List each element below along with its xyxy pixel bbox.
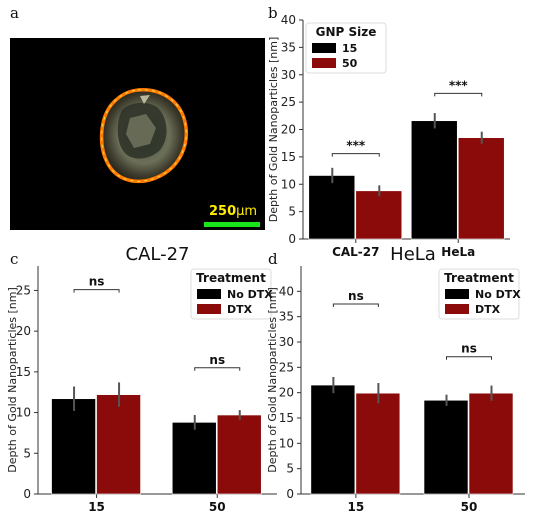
b-legend-label: 50 — [342, 57, 358, 70]
b-y-tick-label: 30 — [281, 68, 296, 82]
d-significance-bracket — [446, 356, 492, 360]
c-x-tick-label: 15 — [88, 500, 105, 514]
b-bar-15 — [308, 175, 356, 240]
b-y-axis-label: Depth of Gold Nanoparticles [nm] — [267, 37, 280, 223]
c-bar-dtx — [96, 394, 141, 495]
panel-letter-a: a — [10, 4, 19, 22]
micrograph-image: 250µm — [10, 38, 265, 230]
d-bar-dtx — [355, 392, 401, 495]
c-y-axis-label: Depth of Gold Nanoparticles [nm] — [6, 287, 19, 473]
c-significance-bracket — [73, 289, 120, 293]
scale-value: 250 — [209, 204, 237, 219]
b-legend-swatch — [312, 43, 336, 53]
scale-label: 250µm — [209, 204, 257, 219]
d-legend-title: Treatment — [444, 271, 514, 285]
b-legend-title: GNP Size — [316, 25, 377, 39]
c-y-tick-label: 0 — [23, 487, 31, 501]
c-bar-no-dtx — [171, 422, 217, 495]
d-legend-label: No DTX — [475, 288, 521, 301]
b-significance-bracket — [331, 153, 380, 157]
c-y-tick-label: 15 — [16, 365, 31, 379]
d-significance-label: ns — [461, 342, 477, 356]
c-y-tick-label: 10 — [16, 406, 31, 420]
d-y-tick-label: 0 — [286, 487, 294, 501]
d-y-tick-label: 10 — [279, 436, 294, 450]
c-legend-label: No DTX — [227, 288, 273, 301]
b-x-tick-label: CAL-27 — [332, 245, 379, 259]
cell-spheroid-image — [99, 88, 188, 184]
c-x-tick-label: 50 — [209, 500, 226, 514]
c-legend-swatch — [197, 304, 221, 314]
c-significance-label: ns — [209, 353, 225, 367]
d-y-tick-label: 15 — [279, 411, 294, 425]
b-y-tick-label: 35 — [281, 40, 296, 54]
d-x-tick-label: 15 — [348, 500, 365, 514]
c-title: CAL-27 — [126, 244, 190, 265]
c-y-tick-label: 25 — [16, 283, 31, 297]
panel-letter-d: d — [268, 250, 278, 268]
panel-letter-c: c — [10, 250, 19, 268]
b-y-tick-label: 0 — [288, 232, 296, 246]
b-bar-15 — [410, 120, 458, 240]
b-significance-label: *** — [449, 78, 469, 92]
c-legend-label: DTX — [227, 303, 253, 316]
b-y-tick-label: 40 — [281, 13, 296, 27]
c-significance-bracket — [194, 367, 241, 371]
b-legend-swatch — [312, 58, 336, 68]
c-legend-title: Treatment — [196, 271, 266, 285]
d-y-tick-label: 25 — [279, 360, 294, 374]
b-significance-label: *** — [346, 139, 366, 153]
b-legend-label: 15 — [342, 42, 357, 55]
c-bar-dtx — [216, 414, 262, 495]
d-legend-swatch — [445, 304, 469, 314]
b-y-tick-label: 25 — [281, 95, 296, 109]
c-significance-label: ns — [89, 275, 105, 289]
d-significance-label: ns — [348, 289, 364, 303]
d-title: HeLa — [390, 244, 436, 265]
d-bar-dtx — [468, 392, 514, 495]
b-y-tick-label: 15 — [281, 150, 296, 164]
d-x-tick-label: 50 — [461, 500, 478, 514]
d-y-tick-label: 30 — [279, 335, 294, 349]
scale-bar — [204, 222, 260, 227]
d-bar-no-dtx — [310, 384, 356, 495]
b-y-tick-label: 10 — [281, 177, 296, 191]
c-y-tick-label: 20 — [16, 324, 31, 338]
b-significance-bracket — [434, 92, 483, 97]
c-legend-swatch — [197, 289, 221, 299]
b-bar-50 — [355, 190, 403, 240]
d-significance-bracket — [332, 303, 379, 307]
d-y-tick-label: 35 — [279, 310, 294, 324]
b-y-tick-label: 20 — [281, 123, 296, 137]
b-bar-50 — [457, 137, 505, 240]
d-y-tick-label: 40 — [279, 284, 294, 298]
panel-letter-b: b — [268, 4, 278, 22]
scale-unit: µm — [236, 204, 258, 219]
b-x-tick-label: HeLa — [441, 245, 475, 259]
d-y-tick-label: 20 — [279, 386, 294, 400]
d-y-axis-label: Depth of Gold Nanoparticles [nm] — [266, 287, 279, 473]
c-bar-no-dtx — [51, 398, 96, 495]
d-bar-no-dtx — [423, 399, 469, 495]
b-y-tick-label: 5 — [288, 205, 296, 219]
c-y-tick-label: 5 — [23, 446, 31, 460]
d-legend-label: DTX — [475, 303, 501, 316]
d-y-tick-label: 5 — [286, 462, 294, 476]
d-legend-swatch — [445, 289, 469, 299]
